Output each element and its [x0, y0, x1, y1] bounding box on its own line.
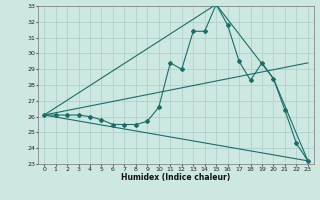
X-axis label: Humidex (Indice chaleur): Humidex (Indice chaleur): [121, 173, 231, 182]
